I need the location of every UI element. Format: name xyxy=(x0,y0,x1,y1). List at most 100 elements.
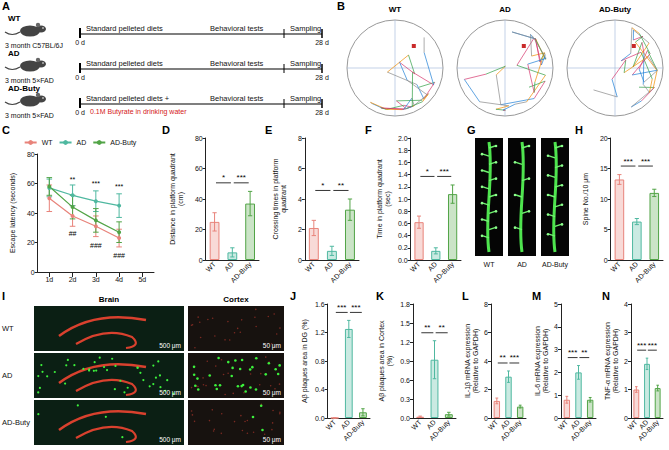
svg-text:3 month 5×FAD: 3 month 5×FAD xyxy=(5,77,54,84)
svg-text:WT: WT xyxy=(389,5,402,14)
svg-text:AD-Buty: AD-Buty xyxy=(110,139,137,147)
svg-text:Crossing times in platform: Crossing times in platform xyxy=(272,158,280,239)
svg-text:IL-1β mRNA expression: IL-1β mRNA expression xyxy=(464,324,472,398)
svg-text:0.3: 0.3 xyxy=(400,396,410,403)
svg-text:AD-Buty: AD-Buty xyxy=(229,260,253,284)
svg-text:2: 2 xyxy=(624,358,628,365)
svg-text:1.4: 1.4 xyxy=(398,171,408,178)
svg-text:6: 6 xyxy=(484,329,488,336)
svg-text:AD: AD xyxy=(2,371,13,380)
svg-text:500 μm: 500 μm xyxy=(159,342,181,350)
svg-text:4: 4 xyxy=(298,196,302,203)
svg-text:0.0: 0.0 xyxy=(400,415,410,422)
svg-text:0: 0 xyxy=(298,257,302,264)
svg-text:3 month C57BL/6J: 3 month C57BL/6J xyxy=(5,42,63,49)
svg-text:***: *** xyxy=(440,167,449,176)
svg-text:2: 2 xyxy=(298,226,302,233)
svg-text:60: 60 xyxy=(195,165,203,172)
svg-text:WT: WT xyxy=(204,260,217,273)
svg-text:AD: AD xyxy=(77,139,87,146)
svg-text:Brain: Brain xyxy=(99,295,120,304)
svg-text:1.2: 1.2 xyxy=(398,183,408,190)
svg-text:###: ### xyxy=(90,242,102,249)
svg-text:WT: WT xyxy=(410,418,423,431)
svg-text:0: 0 xyxy=(624,415,628,422)
svg-text:WT: WT xyxy=(409,260,422,273)
svg-text:AD-Buty: AD-Buty xyxy=(329,260,353,284)
svg-text:8: 8 xyxy=(484,301,488,308)
svg-text:WT: WT xyxy=(304,260,317,273)
svg-text:10: 10 xyxy=(600,196,608,203)
svg-text:0 d: 0 d xyxy=(75,39,85,46)
svg-text:1: 1 xyxy=(554,392,558,399)
svg-text:50 μm: 50 μm xyxy=(263,436,281,444)
svg-text:1.6: 1.6 xyxy=(315,301,325,308)
svg-text:Cortex: Cortex xyxy=(223,295,249,304)
svg-text:0.1M Butyrate in drinking wate: 0.1M Butyrate in drinking water xyxy=(90,108,187,116)
svg-text:1.2: 1.2 xyxy=(315,329,325,336)
svg-text:Sampling: Sampling xyxy=(290,59,321,68)
svg-text:WT: WT xyxy=(487,418,500,431)
svg-text:3: 3 xyxy=(624,329,628,336)
svg-text:Standard pelleted diets: Standard pelleted diets xyxy=(86,59,163,68)
svg-text:20: 20 xyxy=(195,226,203,233)
svg-text:0: 0 xyxy=(554,415,558,422)
svg-text:WT: WT xyxy=(42,139,54,146)
svg-text:4: 4 xyxy=(554,323,558,330)
svg-text:AD-Buty: AD-Buty xyxy=(569,418,593,442)
svg-text:0.8: 0.8 xyxy=(398,208,408,215)
svg-text:Distance in platform quadrant: Distance in platform quadrant xyxy=(169,153,177,244)
svg-text:***: *** xyxy=(115,183,123,190)
svg-text:40: 40 xyxy=(195,196,203,203)
svg-text:AD-Buty: AD-Buty xyxy=(633,260,657,284)
svg-text:60: 60 xyxy=(27,180,35,187)
svg-text:***: *** xyxy=(237,173,246,182)
svg-text:***: *** xyxy=(568,348,577,357)
svg-text:**: ** xyxy=(70,176,76,183)
svg-text:***: *** xyxy=(637,341,646,350)
svg-text:0: 0 xyxy=(31,269,35,276)
svg-text:(%): (%) xyxy=(386,356,394,367)
svg-text:AD-Buty: AD-Buty xyxy=(342,418,366,442)
svg-text:Aβ plaques area in DG (%): Aβ plaques area in DG (%) xyxy=(301,319,309,403)
svg-text:*: * xyxy=(426,167,429,176)
svg-text:1.6: 1.6 xyxy=(398,159,408,166)
svg-text:2.0: 2.0 xyxy=(398,135,408,142)
svg-text:AD: AD xyxy=(426,261,438,273)
svg-text:0.6: 0.6 xyxy=(398,220,408,227)
svg-text:Standard pelleted diets: Standard pelleted diets xyxy=(86,24,163,33)
svg-text:***: *** xyxy=(92,180,100,187)
svg-text:0.9: 0.9 xyxy=(400,358,410,365)
svg-text:1.8: 1.8 xyxy=(400,301,410,308)
svg-text:4: 4 xyxy=(484,358,488,365)
svg-text:***: *** xyxy=(351,303,360,312)
svg-text:WT: WT xyxy=(325,418,338,431)
svg-text:0 d: 0 d xyxy=(75,109,85,116)
svg-text:1.2: 1.2 xyxy=(400,339,410,346)
svg-text:Behavioral tests: Behavioral tests xyxy=(210,24,264,33)
svg-text:4d: 4d xyxy=(115,276,123,283)
svg-text:AD: AD xyxy=(499,5,511,14)
svg-text:***: *** xyxy=(648,341,657,350)
svg-text:AD-Buty: AD-Buty xyxy=(432,260,456,284)
svg-text:0: 0 xyxy=(199,257,203,264)
svg-text:15: 15 xyxy=(600,165,608,172)
svg-text:AD-Buty: AD-Buty xyxy=(542,261,569,269)
svg-text:5d: 5d xyxy=(138,276,146,283)
svg-text:***: *** xyxy=(623,157,632,166)
svg-text:5: 5 xyxy=(604,226,608,233)
svg-text:80: 80 xyxy=(27,151,35,158)
svg-text:Spine No./10 μm: Spine No./10 μm xyxy=(582,173,590,225)
svg-text:0 d: 0 d xyxy=(75,74,85,81)
svg-text:AD: AD xyxy=(517,261,527,268)
svg-text:*: * xyxy=(222,173,225,182)
svg-text:0.6: 0.6 xyxy=(400,377,410,384)
svg-text:Behavioral tests: Behavioral tests xyxy=(210,94,264,103)
svg-text:8: 8 xyxy=(298,135,302,142)
svg-text:WT: WT xyxy=(557,418,570,431)
svg-text:AD-Buty: AD-Buty xyxy=(8,84,41,93)
svg-text:***: *** xyxy=(337,303,346,312)
svg-text:28 d: 28 d xyxy=(315,39,329,46)
svg-text:**: ** xyxy=(338,181,344,190)
svg-text:AD-Buty: AD-Buty xyxy=(428,418,452,442)
